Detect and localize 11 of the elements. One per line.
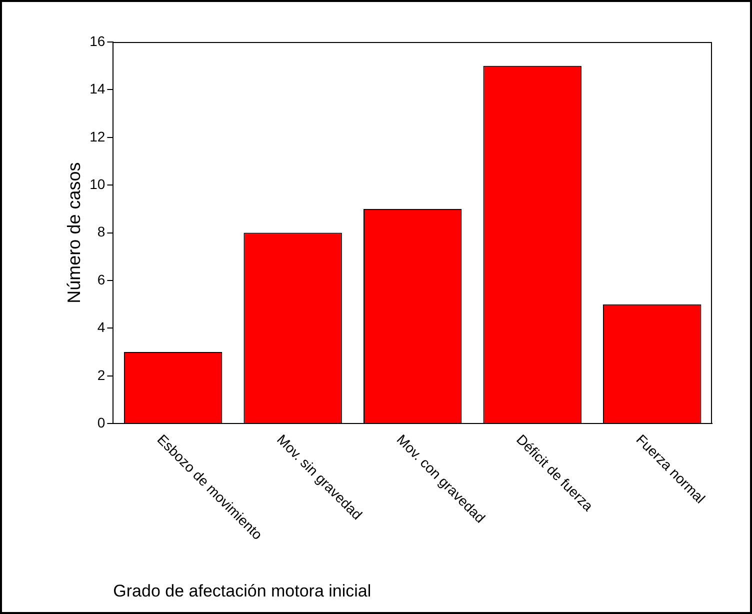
y-tick-label: 4 [97, 319, 106, 336]
y-tick-label: 2 [97, 366, 106, 383]
y-tick-label: 6 [97, 271, 106, 288]
y-tick-label: 10 [90, 176, 106, 192]
x-axis-title: Grado de afectación motora inicial [113, 581, 372, 600]
y-tick-label: 16 [90, 32, 106, 49]
y-tick-label: 8 [97, 224, 106, 240]
y-tick-label: 0 [97, 414, 106, 430]
y-axis-title: Número de casos [64, 162, 84, 304]
y-tick-label: 12 [90, 128, 106, 144]
y-tick-label: 14 [90, 80, 106, 97]
